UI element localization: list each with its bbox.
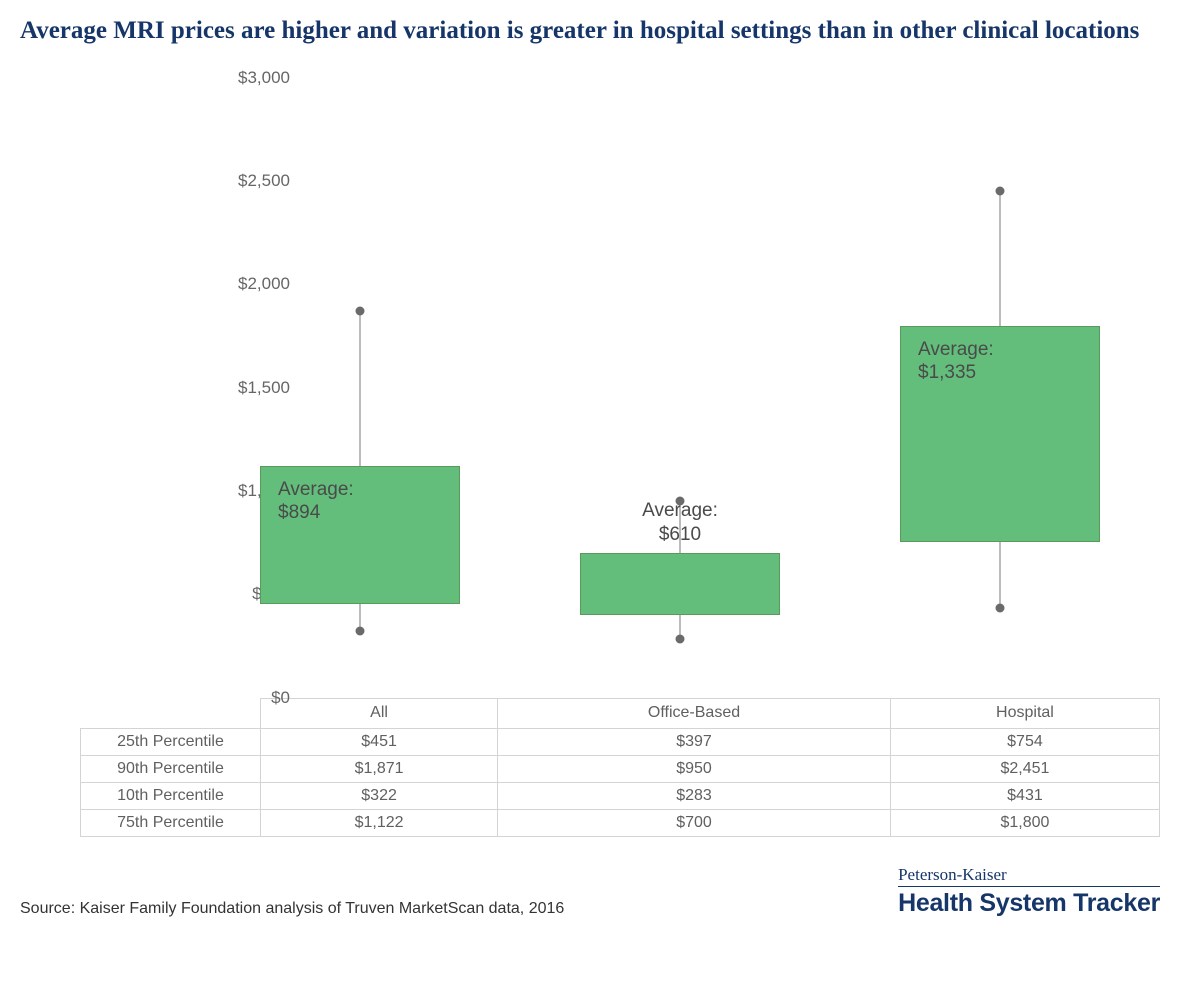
logo-bottom-line: Health System Tracker (898, 889, 1160, 918)
table-cell: $700 (498, 809, 891, 836)
box-rect (580, 553, 780, 616)
whisker-dot (356, 626, 365, 635)
table-column-header: All (261, 698, 498, 728)
plot-area: $0$500$1,000$1,500$2,000$2,500$3,000 Ave… (200, 78, 1160, 698)
table-column-header: Hospital (890, 698, 1159, 728)
whisker-dot (356, 306, 365, 315)
table-row-label: 10th Percentile (81, 782, 261, 809)
table-cell: $1,800 (890, 809, 1159, 836)
table-cell: $431 (890, 782, 1159, 809)
table-row: 25th Percentile$451$397$754 (81, 728, 1160, 755)
chart-column: Average:$894 (200, 78, 520, 698)
table-row-label: 25th Percentile (81, 728, 261, 755)
table-row: 10th Percentile$322$283$431 (81, 782, 1160, 809)
table-row: 90th Percentile$1,871$950$2,451 (81, 755, 1160, 782)
average-label: Average:$1,335 (918, 338, 994, 386)
chart-column: Average:$1,335 (840, 78, 1160, 698)
table-row-label: 90th Percentile (81, 755, 261, 782)
table-cell: $397 (498, 728, 891, 755)
table-row-label: 75th Percentile (81, 809, 261, 836)
whisker-dot (996, 604, 1005, 613)
table-column-header: Office-Based (498, 698, 891, 728)
whisker-dot (996, 186, 1005, 195)
average-label: Average:$894 (278, 478, 354, 526)
footer: Source: Kaiser Family Foundation analysi… (20, 865, 1180, 918)
table-cell: $322 (261, 782, 498, 809)
chart-column: Average:$610 (520, 78, 840, 698)
table-cell: $1,871 (261, 755, 498, 782)
average-label: Average:$610 (642, 499, 718, 547)
data-table: AllOffice-BasedHospital 25th Percentile$… (80, 698, 1160, 837)
whisker-dot (676, 635, 685, 644)
table-cell: $2,451 (890, 755, 1159, 782)
chart-columns: Average:$894 Average:$610 Average:$1,335 (200, 78, 1160, 698)
logo: Peterson-Kaiser Health System Tracker (898, 865, 1180, 918)
table-row: 75th Percentile$1,122$700$1,800 (81, 809, 1160, 836)
logo-top-line: Peterson-Kaiser (898, 865, 1160, 887)
table-cell: $451 (261, 728, 498, 755)
chart-wrapper: $0$500$1,000$1,500$2,000$2,500$3,000 Ave… (80, 78, 1160, 837)
table-cell: $1,122 (261, 809, 498, 836)
table-cell: $754 (890, 728, 1159, 755)
table-cell: $950 (498, 755, 891, 782)
source-text: Source: Kaiser Family Foundation analysi… (20, 900, 564, 918)
chart-title: Average MRI prices are higher and variat… (20, 15, 1180, 48)
table-header-blank (81, 698, 261, 728)
table-cell: $283 (498, 782, 891, 809)
